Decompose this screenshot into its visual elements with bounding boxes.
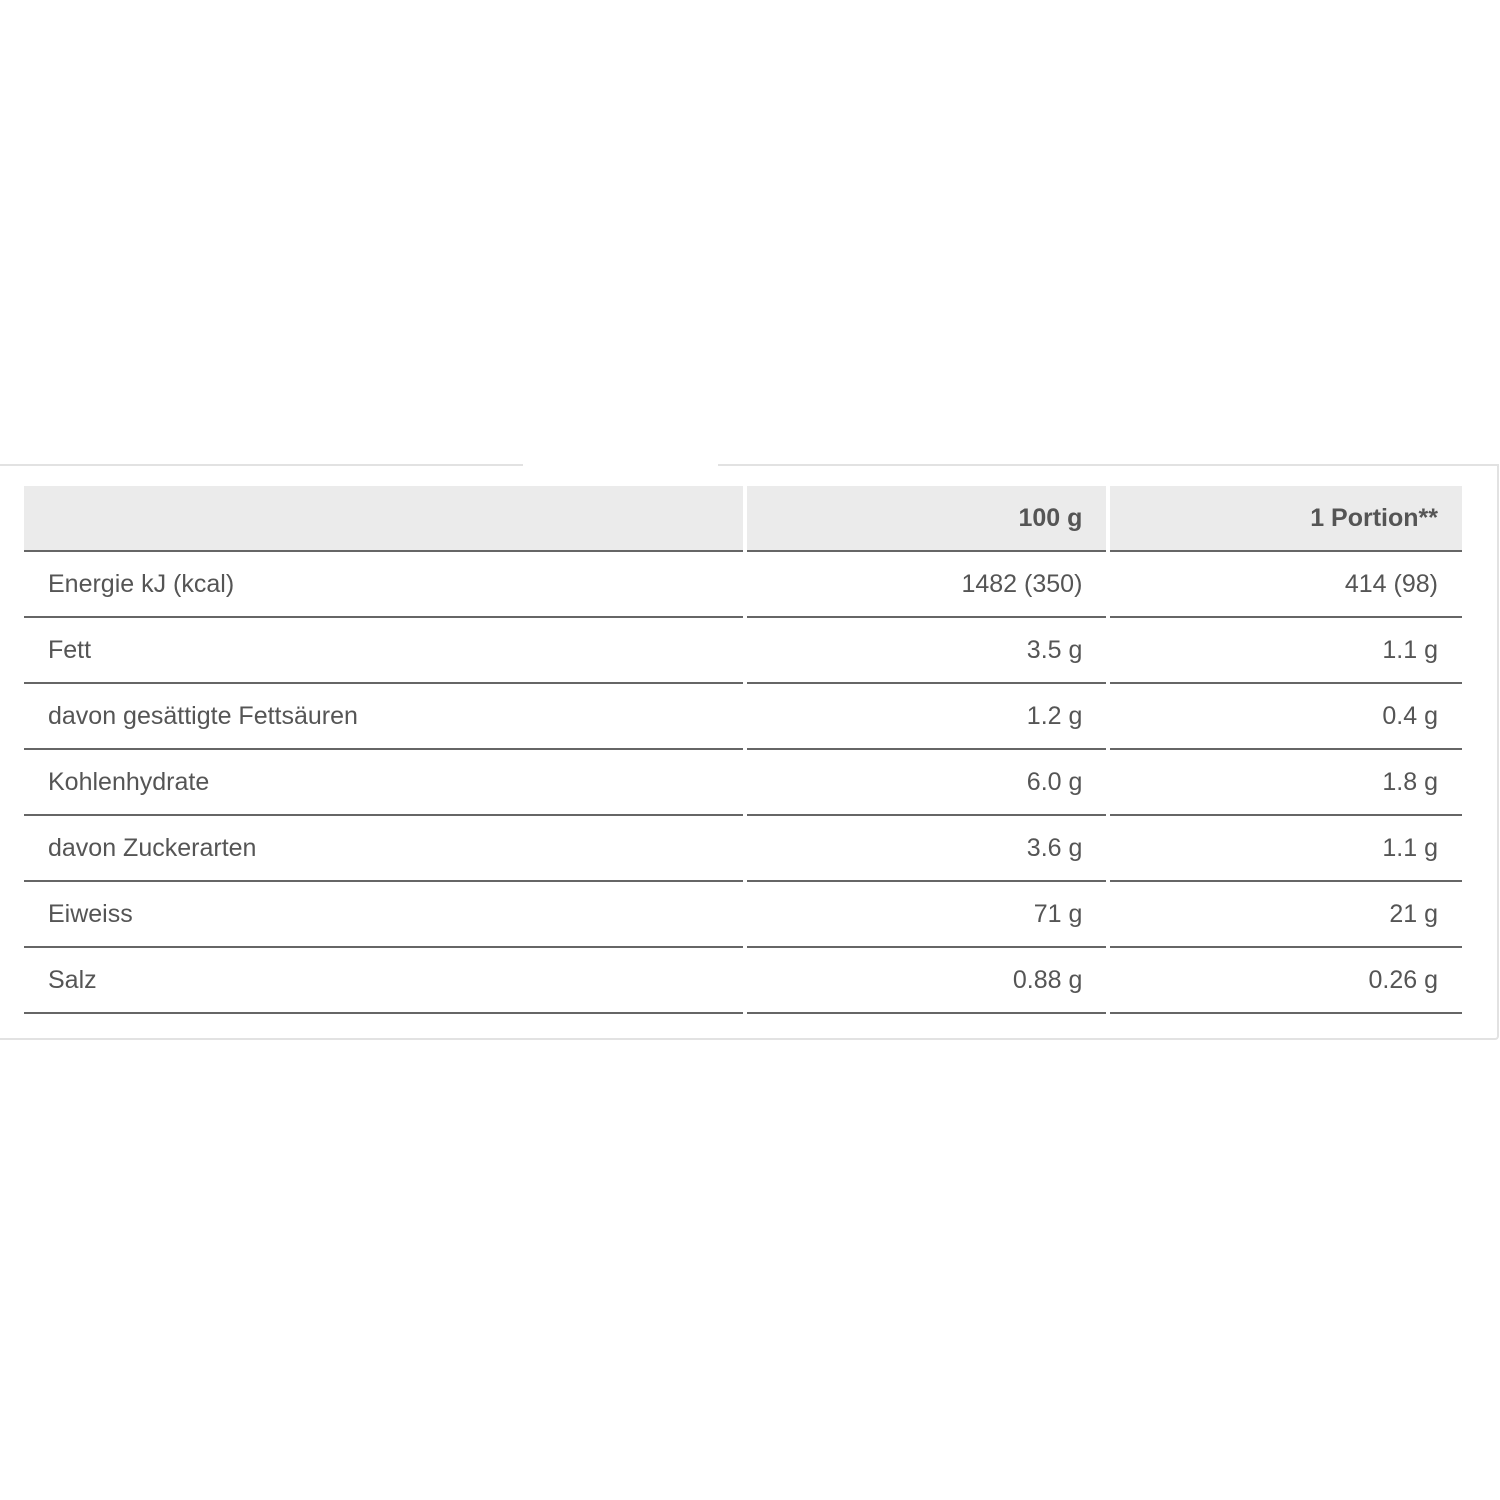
nutrient-label: davon gesättigte Fettsäuren xyxy=(24,684,744,750)
value-portion: 1.1 g xyxy=(1110,618,1462,684)
value-100g: 1.2 g xyxy=(747,684,1107,750)
value-portion: 1.1 g xyxy=(1110,816,1462,882)
table-row: Fett 3.5 g 1.1 g xyxy=(24,618,1462,684)
table-header: 100 g 1 Portion** xyxy=(24,486,1462,552)
panel-border xyxy=(718,464,1499,466)
value-portion: 21 g xyxy=(1110,882,1462,948)
value-100g: 0.88 g xyxy=(747,948,1107,1014)
nutrient-label: Energie kJ (kcal) xyxy=(24,552,744,618)
table-row: Salz 0.88 g 0.26 g xyxy=(24,948,1462,1014)
table-row: Energie kJ (kcal) 1482 (350) 414 (98) xyxy=(24,552,1462,618)
value-100g: 71 g xyxy=(747,882,1107,948)
value-100g: 3.5 g xyxy=(747,618,1107,684)
header-100g: 100 g xyxy=(747,486,1107,552)
value-100g: 3.6 g xyxy=(747,816,1107,882)
value-portion: 0.4 g xyxy=(1110,684,1462,750)
nutrient-label: Salz xyxy=(24,948,744,1014)
table-row: Kohlenhydrate 6.0 g 1.8 g xyxy=(24,750,1462,816)
nutrition-panel: 100 g 1 Portion** Energie kJ (kcal) 1482 … xyxy=(0,464,1499,1040)
panel-border xyxy=(0,464,523,466)
value-portion: 1.8 g xyxy=(1110,750,1462,816)
value-100g: 6.0 g xyxy=(747,750,1107,816)
nutrient-label: Eiweiss xyxy=(24,882,744,948)
header-portion: 1 Portion** xyxy=(1110,486,1462,552)
nutrient-label: davon Zuckerarten xyxy=(24,816,744,882)
header-label xyxy=(24,486,744,552)
nutrient-label: Fett xyxy=(24,618,744,684)
nutrient-label: Kohlenhydrate xyxy=(24,750,744,816)
value-100g: 1482 (350) xyxy=(747,552,1107,618)
nutrition-table: 100 g 1 Portion** Energie kJ (kcal) 1482 … xyxy=(20,486,1466,1014)
table-row: davon gesättigte Fettsäuren 1.2 g 0.4 g xyxy=(24,684,1462,750)
value-portion: 414 (98) xyxy=(1110,552,1462,618)
value-portion: 0.26 g xyxy=(1110,948,1462,1014)
table-row: Eiweiss 71 g 21 g xyxy=(24,882,1462,948)
table-row: davon Zuckerarten 3.6 g 1.1 g xyxy=(24,816,1462,882)
